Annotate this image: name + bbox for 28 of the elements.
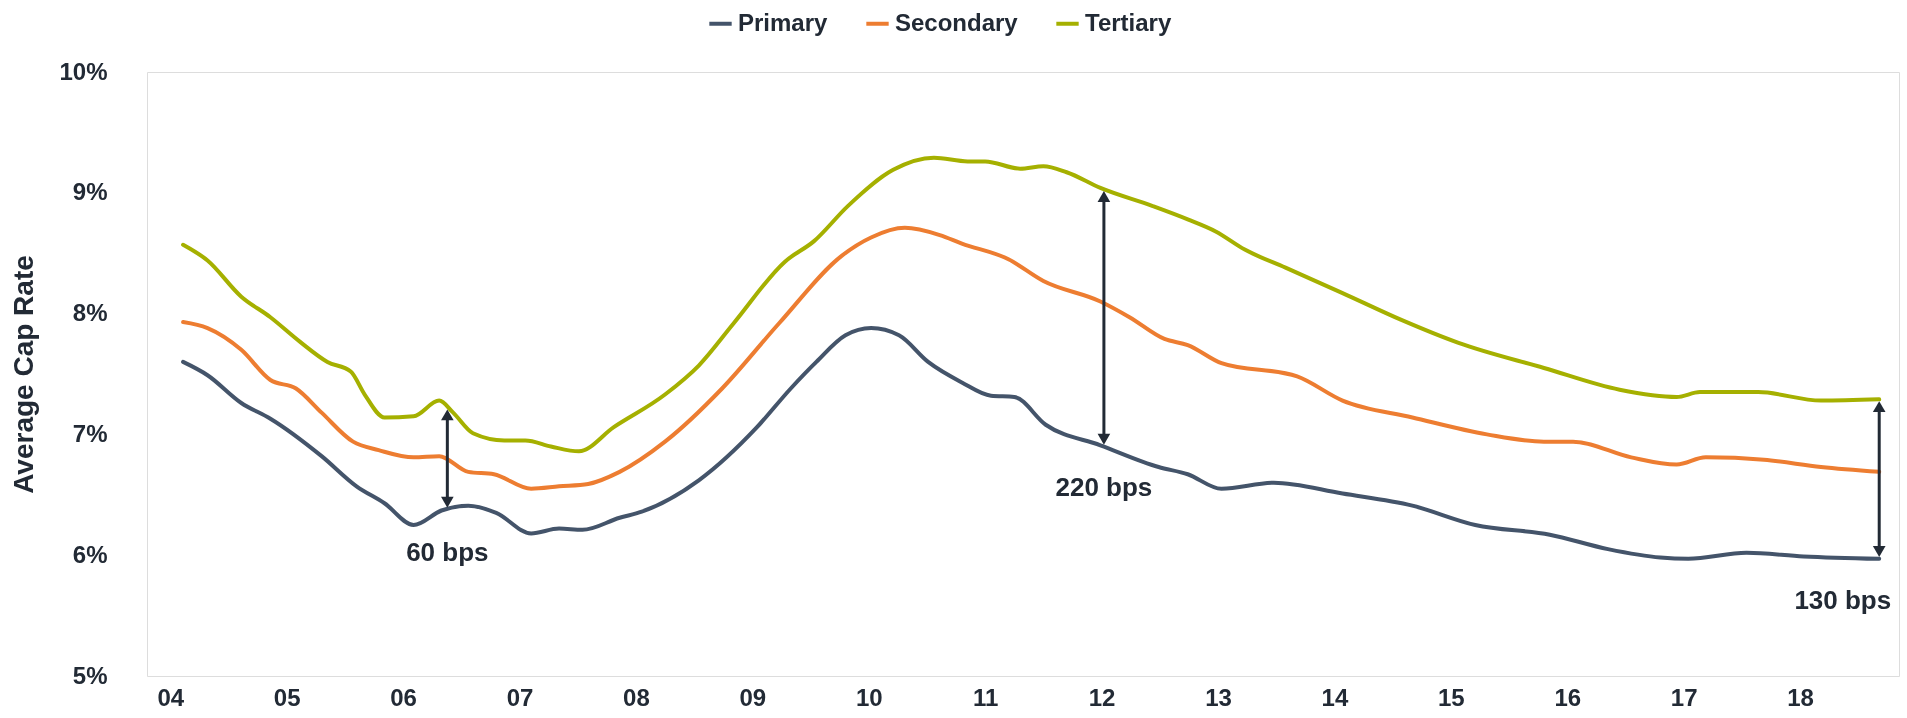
x-tick-label: 16 [1554,683,1582,711]
y-tick-label: 8% [72,299,108,327]
annotation: 130 bps [1794,584,1892,615]
y-tick-label: 7% [72,419,108,447]
x-tick-label: 10 [855,683,883,711]
x-tick-label: 13 [1205,683,1232,711]
x-tick-label: 07 [506,683,534,711]
legend-label: Secondary [895,8,1019,36]
x-tick-label: 14 [1321,683,1349,711]
x-tick-label: 15 [1437,683,1465,711]
x-tick-label: 09 [739,683,767,711]
x-tick-label: 12 [1088,683,1116,711]
x-tick-label: 18 [1787,683,1814,711]
y-tick-label: 5% [72,661,108,689]
legend-label: Primary [738,8,829,36]
x-tick-label: 17 [1670,683,1698,711]
y-tick-label: 6% [72,540,108,568]
legend-label: Tertiary [1085,8,1172,36]
annotation: 220 bps [1055,472,1153,503]
x-tick-label: 11 [972,683,999,711]
y-axis-title: Average Cap Rate [8,255,40,494]
annotation: 60 bps [406,536,489,567]
y-tick-label: 9% [72,178,108,206]
y-tick-label: 10% [59,57,108,85]
x-tick-label: 06 [390,683,417,711]
x-tick-label: 05 [273,683,301,711]
x-tick-label: 04 [157,683,185,711]
x-tick-label: 08 [623,683,650,711]
